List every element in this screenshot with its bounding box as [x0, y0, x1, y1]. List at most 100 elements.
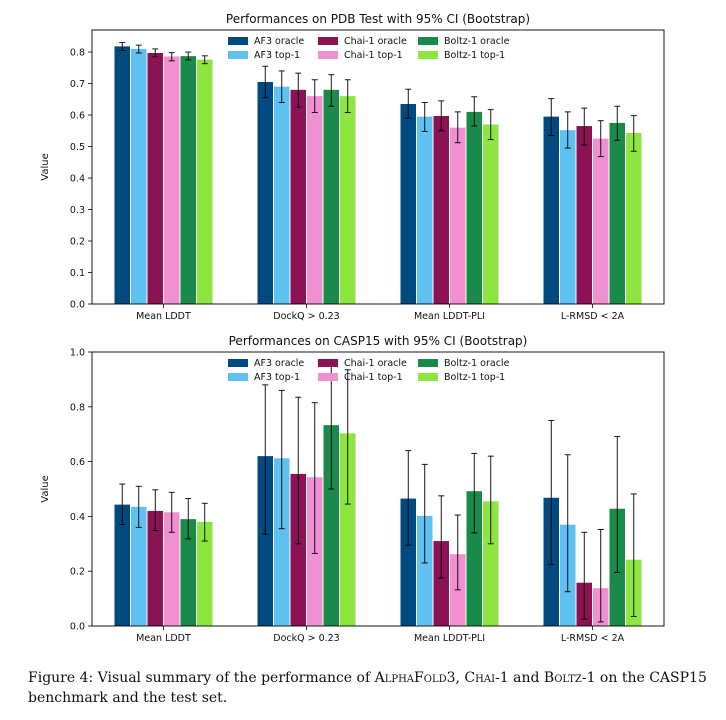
caption-chai: Chai: [464, 670, 496, 686]
bar-0-2-5: [483, 124, 499, 304]
y-axis-label-1: Value: [40, 475, 51, 502]
legend-label-0-3: Chai-1 top-1: [344, 50, 403, 61]
bar-0-3-2: [576, 126, 592, 305]
legend-swatch-0-0: [228, 37, 248, 45]
legend-label-0-4: Boltz-1 oracle: [444, 36, 510, 47]
legend-label-1-3: Chai-1 top-1: [344, 372, 403, 383]
bar-1-1-4: [323, 425, 339, 626]
x-tick-label-1-1: DockQ > 0.23: [273, 633, 339, 644]
legend-label-1-0: AF3 oracle: [254, 358, 304, 369]
legend-swatch-1-5: [418, 373, 438, 381]
legend-label-1-4: Boltz-1 oracle: [444, 358, 510, 369]
x-tick-label-0-2: Mean LDDT-PLI: [414, 311, 485, 322]
x-tick-label-1-2: Mean LDDT-PLI: [414, 633, 485, 644]
bar-0-0-4: [180, 56, 196, 304]
figure-caption: Figure 4: Visual summary of the performa…: [28, 668, 708, 708]
legend-swatch-1-4: [418, 359, 438, 367]
bar-0-0-1: [131, 48, 147, 305]
x-tick-label-0-0: Mean LDDT: [136, 311, 191, 322]
chart-title-1: Performances on CASP15 with 95% CI (Boot…: [229, 334, 528, 348]
y-tick-label-1-4: 0.8: [70, 402, 85, 413]
y-tick-label-0-5: 0.5: [70, 142, 85, 153]
bar-0-3-1: [560, 130, 576, 304]
plot-frame-0: [91, 29, 665, 305]
bar-1-2-4: [466, 491, 482, 626]
bar-1-0-3: [164, 512, 180, 626]
bar-0-1-5: [340, 96, 356, 304]
caption-alphafold: AlphaFold: [374, 670, 447, 686]
bar-0-3-0: [543, 116, 559, 304]
bar-1-0-2: [147, 510, 163, 626]
bar-0-0-3: [164, 56, 180, 305]
bar-0-1-1: [274, 86, 290, 304]
legend-label-1-1: AF3 top-1: [254, 372, 300, 383]
bar-1-1-0: [257, 456, 273, 626]
bar-1-2-1: [417, 515, 433, 626]
legend-label-1-5: Boltz-1 top-1: [444, 372, 505, 383]
x-tick-label-0-3: L-RMSD < 2A: [561, 311, 625, 322]
caption-boltz: Boltz: [543, 670, 582, 686]
y-tick-label-1-1: 0.2: [70, 567, 85, 578]
y-tick-label-1-2: 0.4: [70, 512, 85, 523]
legend-label-0-1: AF3 top-1: [254, 50, 300, 61]
legend-label-0-5: Boltz-1 top-1: [444, 50, 505, 61]
chart-title-0: Performances on PDB Test with 95% CI (Bo…: [226, 12, 530, 26]
y-tick-label-0-6: 0.6: [70, 111, 85, 122]
x-tick-label-1-3: L-RMSD < 2A: [561, 633, 625, 644]
legend-label-1-2: Chai-1 oracle: [344, 358, 407, 369]
bar-1-1-1: [274, 458, 290, 626]
legend-label-0-0: AF3 oracle: [254, 36, 304, 47]
bar-0-1-2: [290, 89, 306, 304]
legend-label-0-2: Chai-1 oracle: [344, 36, 407, 47]
legend-swatch-1-1: [228, 373, 248, 381]
legend-swatch-0-5: [418, 51, 438, 59]
y-axis-label-0: Value: [40, 153, 51, 180]
y-tick-label-0-0: 0.0: [70, 300, 85, 311]
bar-1-0-0: [114, 504, 130, 626]
caption-text-1: 3,: [446, 670, 465, 686]
legend-swatch-1-0: [228, 359, 248, 367]
bar-1-1-5: [340, 433, 356, 626]
bar-1-0-1: [131, 506, 147, 626]
bar-1-0-5: [197, 521, 213, 626]
y-tick-label-1-0: 0.0: [70, 622, 85, 633]
y-tick-label-1-3: 0.6: [70, 457, 85, 468]
y-tick-label-0-7: 0.7: [70, 79, 85, 90]
bar-0-2-3: [450, 127, 466, 304]
x-tick-label-1-0: Mean LDDT: [136, 633, 191, 644]
legend-swatch-0-3: [318, 51, 338, 59]
bar-0-3-3: [593, 138, 609, 304]
y-tick-label-0-4: 0.4: [70, 174, 85, 185]
y-tick-label-0-1: 0.1: [70, 268, 85, 279]
bar-1-1-2: [290, 473, 306, 626]
plot-frame-1: [91, 351, 665, 627]
caption-text-2: -1 and: [495, 670, 544, 686]
legend-swatch-1-3: [318, 373, 338, 381]
caption-suffix: -1 on the CASP15 benchmark and the test …: [28, 670, 707, 706]
caption-prefix: Figure 4: Visual summary of the performa…: [28, 670, 375, 686]
bar-0-0-2: [147, 52, 163, 305]
bar-0-1-4: [323, 89, 339, 304]
bar-1-2-0: [400, 498, 416, 626]
bar-1-0-4: [180, 519, 196, 626]
bar-0-3-4: [609, 122, 625, 304]
y-tick-label-0-2: 0.2: [70, 237, 85, 248]
y-tick-label-0-8: 0.8: [70, 48, 85, 59]
bar-0-1-3: [307, 96, 323, 304]
bar-0-1-0: [257, 81, 273, 304]
bar-0-2-0: [400, 104, 416, 304]
bar-1-2-2: [433, 541, 449, 626]
bar-0-2-2: [433, 115, 449, 304]
y-tick-label-0-3: 0.3: [70, 205, 85, 216]
bar-0-0-0: [114, 46, 130, 304]
bar-0-0-5: [197, 59, 213, 304]
legend-swatch-0-4: [418, 37, 438, 45]
figure: Performances on PDB Test with 95% CI (Bo…: [40, 12, 665, 644]
bar-0-2-1: [417, 116, 433, 304]
legend-swatch-0-1: [228, 51, 248, 59]
y-tick-label-1-5: 1.0: [70, 348, 85, 359]
x-tick-label-0-1: DockQ > 0.23: [273, 311, 339, 322]
legend-swatch-1-2: [318, 359, 338, 367]
bar-0-2-4: [466, 111, 482, 304]
legend-swatch-0-2: [318, 37, 338, 45]
